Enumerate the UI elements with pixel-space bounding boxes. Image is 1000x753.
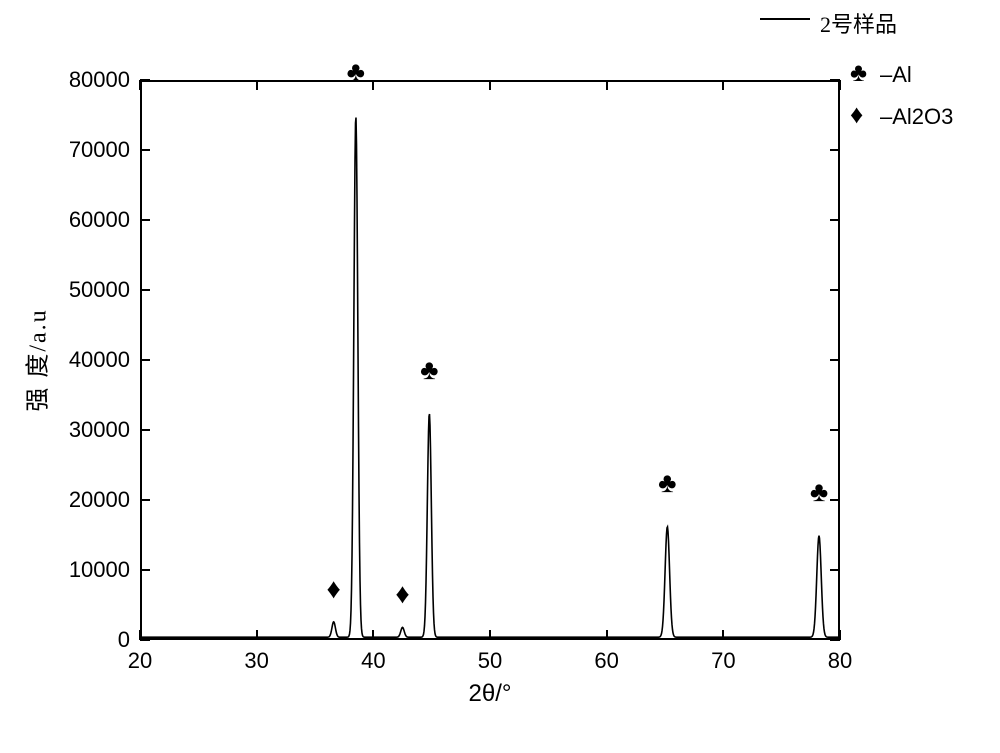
- y-tick-label: 60000: [69, 207, 130, 233]
- y-tick-label: 0: [118, 627, 130, 653]
- y-tick-label: 50000: [69, 277, 130, 303]
- x-tick-label: 80: [828, 648, 852, 674]
- series-line: [140, 118, 840, 638]
- x-tick-top: [839, 80, 841, 90]
- y-tick: [140, 79, 150, 81]
- x-tick: [256, 630, 258, 640]
- y-tick-right: [830, 289, 840, 291]
- peak-marker-al2o3: ♦: [395, 581, 409, 609]
- x-tick-label: 30: [244, 648, 268, 674]
- legend-series-text: 2号样品: [820, 7, 897, 39]
- y-tick-right: [830, 359, 840, 361]
- legend-symbol: ♣: [850, 60, 867, 86]
- peak-marker-al: ♣: [347, 59, 365, 87]
- y-axis-title: 强 度/a.u: [18, 308, 53, 411]
- x-tick-label: 40: [361, 648, 385, 674]
- legend-series-line: [760, 18, 810, 20]
- y-tick-label: 20000: [69, 487, 130, 513]
- peak-marker-al: ♣: [420, 357, 438, 385]
- y-tick: [140, 289, 150, 291]
- y-tick: [140, 569, 150, 571]
- x-tick-top: [139, 80, 141, 90]
- x-tick: [722, 630, 724, 640]
- y-tick-right: [830, 429, 840, 431]
- y-tick: [140, 429, 150, 431]
- y-tick: [140, 499, 150, 501]
- x-tick: [489, 630, 491, 640]
- y-tick: [140, 219, 150, 221]
- x-tick-top: [489, 80, 491, 90]
- x-tick-top: [722, 80, 724, 90]
- x-tick-label: 50: [478, 648, 502, 674]
- y-tick-label: 10000: [69, 557, 130, 583]
- x-axis-title: 2θ/°: [469, 680, 512, 708]
- peak-marker-al: ♣: [810, 479, 828, 507]
- x-tick-top: [372, 80, 374, 90]
- x-tick: [372, 630, 374, 640]
- y-tick-label: 30000: [69, 417, 130, 443]
- y-tick-right: [830, 569, 840, 571]
- y-tick-right: [830, 639, 840, 641]
- figure-canvas: 20 30 40 50 60 70 80 0 10000 20000 30000 40000 50000…: [0, 0, 1000, 753]
- y-tick-label: 40000: [69, 347, 130, 373]
- x-tick: [606, 630, 608, 640]
- legend-item-text: –Al: [880, 62, 912, 88]
- x-tick-top: [606, 80, 608, 90]
- legend-item-text: –Al2O3: [880, 104, 953, 130]
- y-tick-right: [830, 219, 840, 221]
- legend-symbol: ♦: [850, 102, 863, 128]
- peak-marker-al: ♣: [658, 470, 676, 498]
- peak-marker-al2o3: ♦: [327, 576, 341, 604]
- y-tick-label: 80000: [69, 67, 130, 93]
- y-tick-label: 70000: [69, 137, 130, 163]
- y-tick: [140, 359, 150, 361]
- x-tick-label: 70: [711, 648, 735, 674]
- y-tick: [140, 149, 150, 151]
- x-tick-label: 60: [594, 648, 618, 674]
- y-tick-right: [830, 499, 840, 501]
- y-tick-right: [830, 79, 840, 81]
- x-tick-label: 20: [128, 648, 152, 674]
- x-tick-top: [256, 80, 258, 90]
- y-tick: [140, 639, 150, 641]
- y-tick-right: [830, 149, 840, 151]
